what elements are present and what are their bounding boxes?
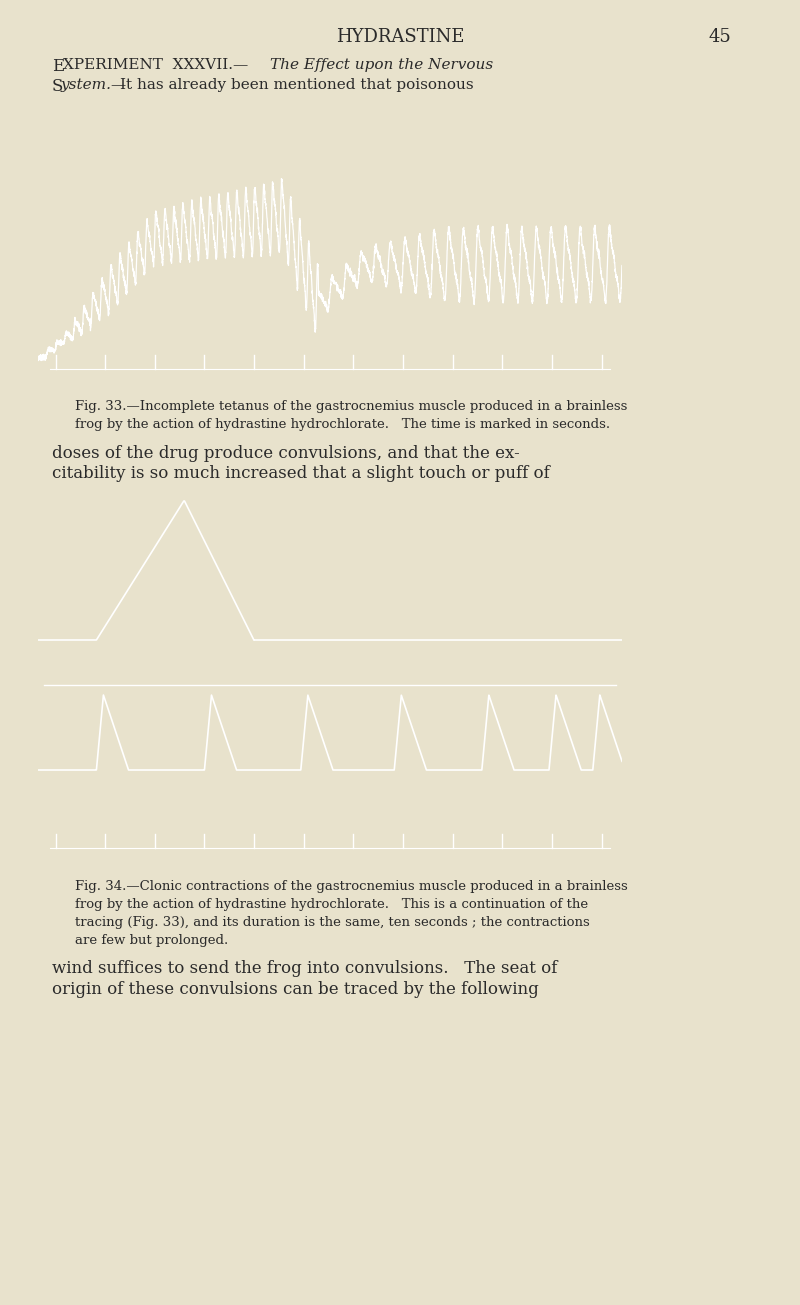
- Text: S: S: [52, 78, 63, 95]
- Text: origin of these convulsions can be traced by the following: origin of these convulsions can be trace…: [52, 981, 538, 998]
- Text: frog by the action of hydrastine hydrochlorate.   The time is marked in seconds.: frog by the action of hydrastine hydroch…: [75, 418, 610, 431]
- Text: Fig. 34.—Clonic contractions of the gastrocnemius muscle produced in a brainless: Fig. 34.—Clonic contractions of the gast…: [75, 880, 628, 893]
- Text: The Effect upon the Nervous: The Effect upon the Nervous: [270, 57, 494, 72]
- Text: E: E: [52, 57, 64, 74]
- Text: It has already been mentioned that poisonous: It has already been mentioned that poiso…: [120, 78, 474, 91]
- Text: citability is so much increased that a slight touch or puff of: citability is so much increased that a s…: [52, 465, 550, 482]
- Text: doses of the drug produce convulsions, and that the ex-: doses of the drug produce convulsions, a…: [52, 445, 520, 462]
- Text: XPERIMENT  XXXVII.—: XPERIMENT XXXVII.—: [63, 57, 253, 72]
- Text: ystem.—: ystem.—: [61, 78, 127, 91]
- Text: Fig. 33.—Incomplete tetanus of the gastrocnemius muscle produced in a brainless: Fig. 33.—Incomplete tetanus of the gastr…: [75, 401, 627, 412]
- Text: frog by the action of hydrastine hydrochlorate.   This is a continuation of the: frog by the action of hydrastine hydroch…: [75, 898, 588, 911]
- Text: wind suffices to send the frog into convulsions.   The seat of: wind suffices to send the frog into conv…: [52, 960, 558, 977]
- Text: 45: 45: [709, 27, 731, 46]
- Text: are few but prolonged.: are few but prolonged.: [75, 934, 228, 947]
- Text: HYDRASTINE: HYDRASTINE: [336, 27, 464, 46]
- Text: tracing (Fig. 33), and its duration is the same, ten seconds ; the contractions: tracing (Fig. 33), and its duration is t…: [75, 916, 590, 929]
